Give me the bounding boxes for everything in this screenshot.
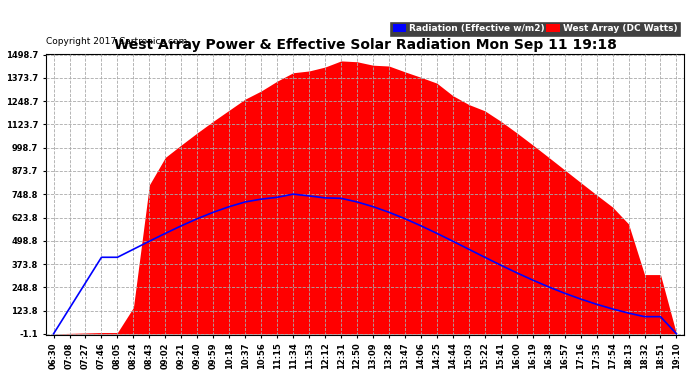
Title: West Array Power & Effective Solar Radiation Mon Sep 11 19:18: West Array Power & Effective Solar Radia… xyxy=(114,38,616,53)
Text: Copyright 2017 Cartronics.com: Copyright 2017 Cartronics.com xyxy=(46,37,187,46)
Legend: Radiation (Effective w/m2), West Array (DC Watts): Radiation (Effective w/m2), West Array (… xyxy=(390,21,680,36)
